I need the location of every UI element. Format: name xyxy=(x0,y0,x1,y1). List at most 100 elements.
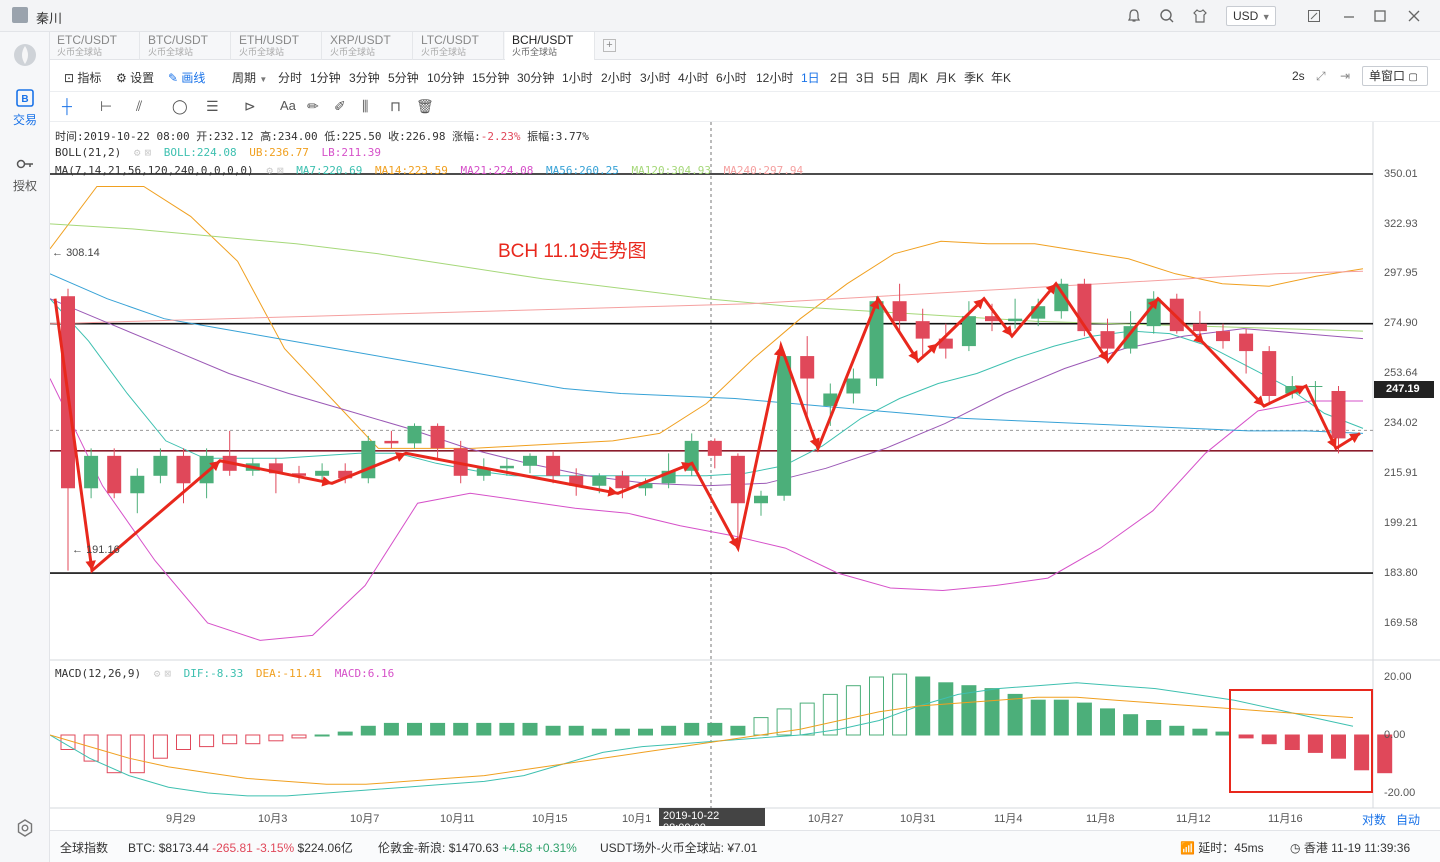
tab-eth[interactable]: ETH/USDT 火币全球站 xyxy=(232,32,322,60)
arrowhead xyxy=(1349,433,1360,443)
close-icon[interactable] xyxy=(1406,8,1422,24)
tab-symbol: LTC/USDT xyxy=(421,33,479,47)
period-item[interactable]: 分时 xyxy=(278,71,303,85)
settings-gear-icon[interactable] xyxy=(0,818,50,841)
low-marker-value: 191.16 xyxy=(86,544,120,556)
period-item[interactable]: 月K xyxy=(936,71,957,85)
period-item[interactable]: 5日 xyxy=(882,71,901,85)
ma-line-1 xyxy=(50,223,1364,332)
candle-body xyxy=(1216,331,1230,342)
settings-button[interactable]: ⚙ 设置 xyxy=(116,69,154,86)
period-item[interactable]: 3日 xyxy=(856,71,875,85)
trash-icon[interactable]: 🗑 xyxy=(416,98,434,114)
expand-icon[interactable]: ⤢ xyxy=(1316,69,1326,83)
ma56-value: MA56:260.25 xyxy=(546,164,619,177)
indicator-button[interactable]: ⊡ 指标 xyxy=(64,69,101,86)
settings-small-icon[interactable]: ⚙ xyxy=(153,667,161,680)
period-item[interactable]: 15分钟 xyxy=(472,71,510,85)
scale-label[interactable]: 2s xyxy=(1292,69,1305,83)
settings-small-icon[interactable]: ⚙ xyxy=(133,146,141,159)
tab-xrp[interactable]: XRP/USDT 火币全球站 xyxy=(323,32,413,60)
period-item[interactable]: 1分钟 xyxy=(310,71,341,85)
price-chart[interactable] xyxy=(50,122,1440,830)
add-tab-button[interactable]: + xyxy=(603,39,616,52)
tab-bch[interactable]: BCH/USDT 火币全球站 xyxy=(505,32,595,60)
minimize-icon[interactable] xyxy=(1341,8,1357,24)
ruler-icon[interactable]: ✏ xyxy=(307,98,319,114)
auto-scale-button[interactable]: 自动 xyxy=(1396,813,1421,827)
candle-body xyxy=(1331,390,1346,439)
fib-icon[interactable]: ☰ xyxy=(206,98,219,114)
period-item[interactable]: 2小时 xyxy=(601,71,632,85)
candle-body xyxy=(130,475,145,494)
period-item[interactable]: 1小时 xyxy=(562,71,593,85)
period-item[interactable]: 10分钟 xyxy=(427,71,465,85)
brush-icon[interactable]: ✐ xyxy=(334,98,346,114)
circle-icon[interactable]: ◯ xyxy=(172,98,188,114)
gold-pct: +0.31% xyxy=(535,841,577,855)
lock-icon[interactable]: ⊓ xyxy=(390,98,401,114)
close-small-icon[interactable]: ⊠ xyxy=(164,667,171,680)
candle-body xyxy=(730,455,745,504)
log-scale-button[interactable]: 对数 xyxy=(1362,813,1387,827)
tab-ltc[interactable]: LTC/USDT 火币全球站 xyxy=(414,32,504,60)
date-tick: 11月16 xyxy=(1268,813,1303,825)
restore-icon[interactable] xyxy=(1306,8,1322,24)
period-item[interactable]: 4小时 xyxy=(678,71,709,85)
macd-bar xyxy=(707,722,723,736)
date-tick: 9月29 xyxy=(166,813,196,825)
pattern-icon[interactable]: ⊳ xyxy=(244,98,256,114)
period-item[interactable]: 12小时 xyxy=(756,71,794,85)
price-tick: 322.93 xyxy=(1384,218,1418,230)
horizontal-line-icon[interactable]: ⊢ xyxy=(100,98,113,114)
arrowhead xyxy=(1098,350,1108,362)
global-index-label[interactable]: 全球指数 xyxy=(60,841,109,855)
arrowhead xyxy=(321,476,332,487)
clock-value: 香港 11-19 11:39:36 xyxy=(1303,841,1411,855)
wifi-icon: 📶 xyxy=(1180,841,1195,855)
candle-body xyxy=(915,321,930,339)
period-item[interactable]: 3分钟 xyxy=(349,71,380,85)
period-item[interactable]: 周K xyxy=(908,71,929,85)
avatar[interactable] xyxy=(12,7,28,23)
crosshair-icon[interactable]: ┼ xyxy=(62,98,72,114)
price-tick: 215.91 xyxy=(1384,467,1418,479)
macd-bar xyxy=(1192,728,1208,736)
candle-body xyxy=(523,455,537,466)
period-item[interactable]: 5分钟 xyxy=(388,71,419,85)
sidebar-item-auth[interactable]: 授权 xyxy=(0,154,50,194)
currency-select[interactable]: USD ▼ xyxy=(1226,6,1276,26)
candle-body xyxy=(1054,283,1069,312)
maximize-icon[interactable] xyxy=(1372,8,1388,24)
magnet-icon[interactable]: ⫼ xyxy=(362,98,369,114)
window-mode-select[interactable]: 单窗口 ▢ xyxy=(1362,66,1428,86)
tab-btc[interactable]: BTC/USDT 火币全球站 xyxy=(141,32,231,60)
candle-body xyxy=(384,440,399,444)
crosshair-date: 2019-10-22 08:00:00 xyxy=(659,808,765,834)
close-small-icon[interactable]: ⊠ xyxy=(144,146,152,159)
macd-bar xyxy=(1076,702,1092,736)
period-item[interactable]: 年K xyxy=(991,71,1012,85)
boll-title: BOLL(21,2) xyxy=(55,146,122,159)
draw-button[interactable]: ✎ 画线 xyxy=(168,69,205,86)
close-small-icon[interactable]: ⊠ xyxy=(276,164,284,177)
parallel-line-icon[interactable]: ⫽ xyxy=(136,98,143,114)
period-select[interactable]: 周期 ▼ xyxy=(232,69,267,86)
period-item[interactable]: 30分钟 xyxy=(517,71,555,85)
btc-price: $8173.44 xyxy=(158,841,209,855)
period-item[interactable]: 6小时 xyxy=(716,71,747,85)
collapse-icon[interactable]: ⇥ xyxy=(1340,69,1351,83)
period-item[interactable]: 2日 xyxy=(830,71,849,85)
settings-small-icon[interactable]: ⚙ xyxy=(266,164,273,177)
shirt-icon[interactable] xyxy=(1192,8,1208,24)
sidebar-item-trade[interactable]: B 交易 xyxy=(0,88,50,128)
period-item[interactable]: 3小时 xyxy=(640,71,671,85)
tab-etc[interactable]: ETC/USDT 火币全球站 xyxy=(50,32,140,60)
bell-icon[interactable] xyxy=(1126,8,1142,24)
macd-bar xyxy=(83,734,99,762)
search-icon[interactable] xyxy=(1159,8,1175,24)
macd-tick: 20.00 xyxy=(1384,671,1412,683)
text-tool-icon[interactable]: Aa xyxy=(280,98,296,113)
period-item-active[interactable]: 1日 xyxy=(801,71,820,85)
period-item[interactable]: 季K xyxy=(964,71,985,85)
